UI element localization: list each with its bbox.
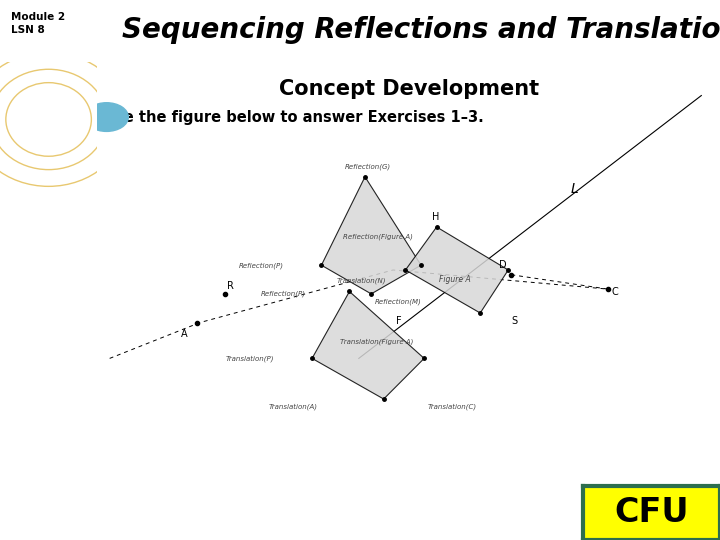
Text: Sequencing Reflections and Translations: Sequencing Reflections and Translations bbox=[122, 16, 720, 44]
Text: Reflection(Figure A): Reflection(Figure A) bbox=[343, 233, 413, 240]
Text: Translation(C): Translation(C) bbox=[427, 404, 477, 410]
Text: Translation(N): Translation(N) bbox=[337, 278, 387, 285]
Text: CFU: CFU bbox=[614, 496, 689, 530]
Text: Translation(Figure A): Translation(Figure A) bbox=[340, 339, 413, 345]
Text: Reflection(M): Reflection(M) bbox=[374, 299, 421, 305]
Text: Reflection(G): Reflection(G) bbox=[345, 163, 391, 170]
Text: R: R bbox=[227, 281, 233, 291]
Text: A: A bbox=[181, 329, 187, 339]
Text: F: F bbox=[395, 316, 401, 326]
Text: Translation(P): Translation(P) bbox=[226, 355, 275, 362]
Polygon shape bbox=[312, 292, 424, 399]
Polygon shape bbox=[321, 177, 421, 294]
Text: S: S bbox=[511, 316, 518, 326]
Text: C: C bbox=[611, 287, 618, 298]
Text: Reflection(P): Reflection(P) bbox=[261, 291, 306, 297]
Text: Figure A: Figure A bbox=[439, 275, 471, 284]
Ellipse shape bbox=[85, 103, 128, 131]
Text: H: H bbox=[432, 212, 439, 222]
Text: Module 2
LSN 8: Module 2 LSN 8 bbox=[11, 12, 65, 35]
Text: Concept Development: Concept Development bbox=[279, 79, 539, 99]
Text: L: L bbox=[570, 182, 578, 196]
Text: Use the figure below to answer Exercises 1–3.: Use the figure below to answer Exercises… bbox=[104, 110, 484, 125]
Text: D: D bbox=[500, 260, 507, 270]
Text: Translation(A): Translation(A) bbox=[269, 404, 318, 410]
Polygon shape bbox=[405, 227, 508, 313]
Text: Reflection(P): Reflection(P) bbox=[239, 262, 284, 268]
